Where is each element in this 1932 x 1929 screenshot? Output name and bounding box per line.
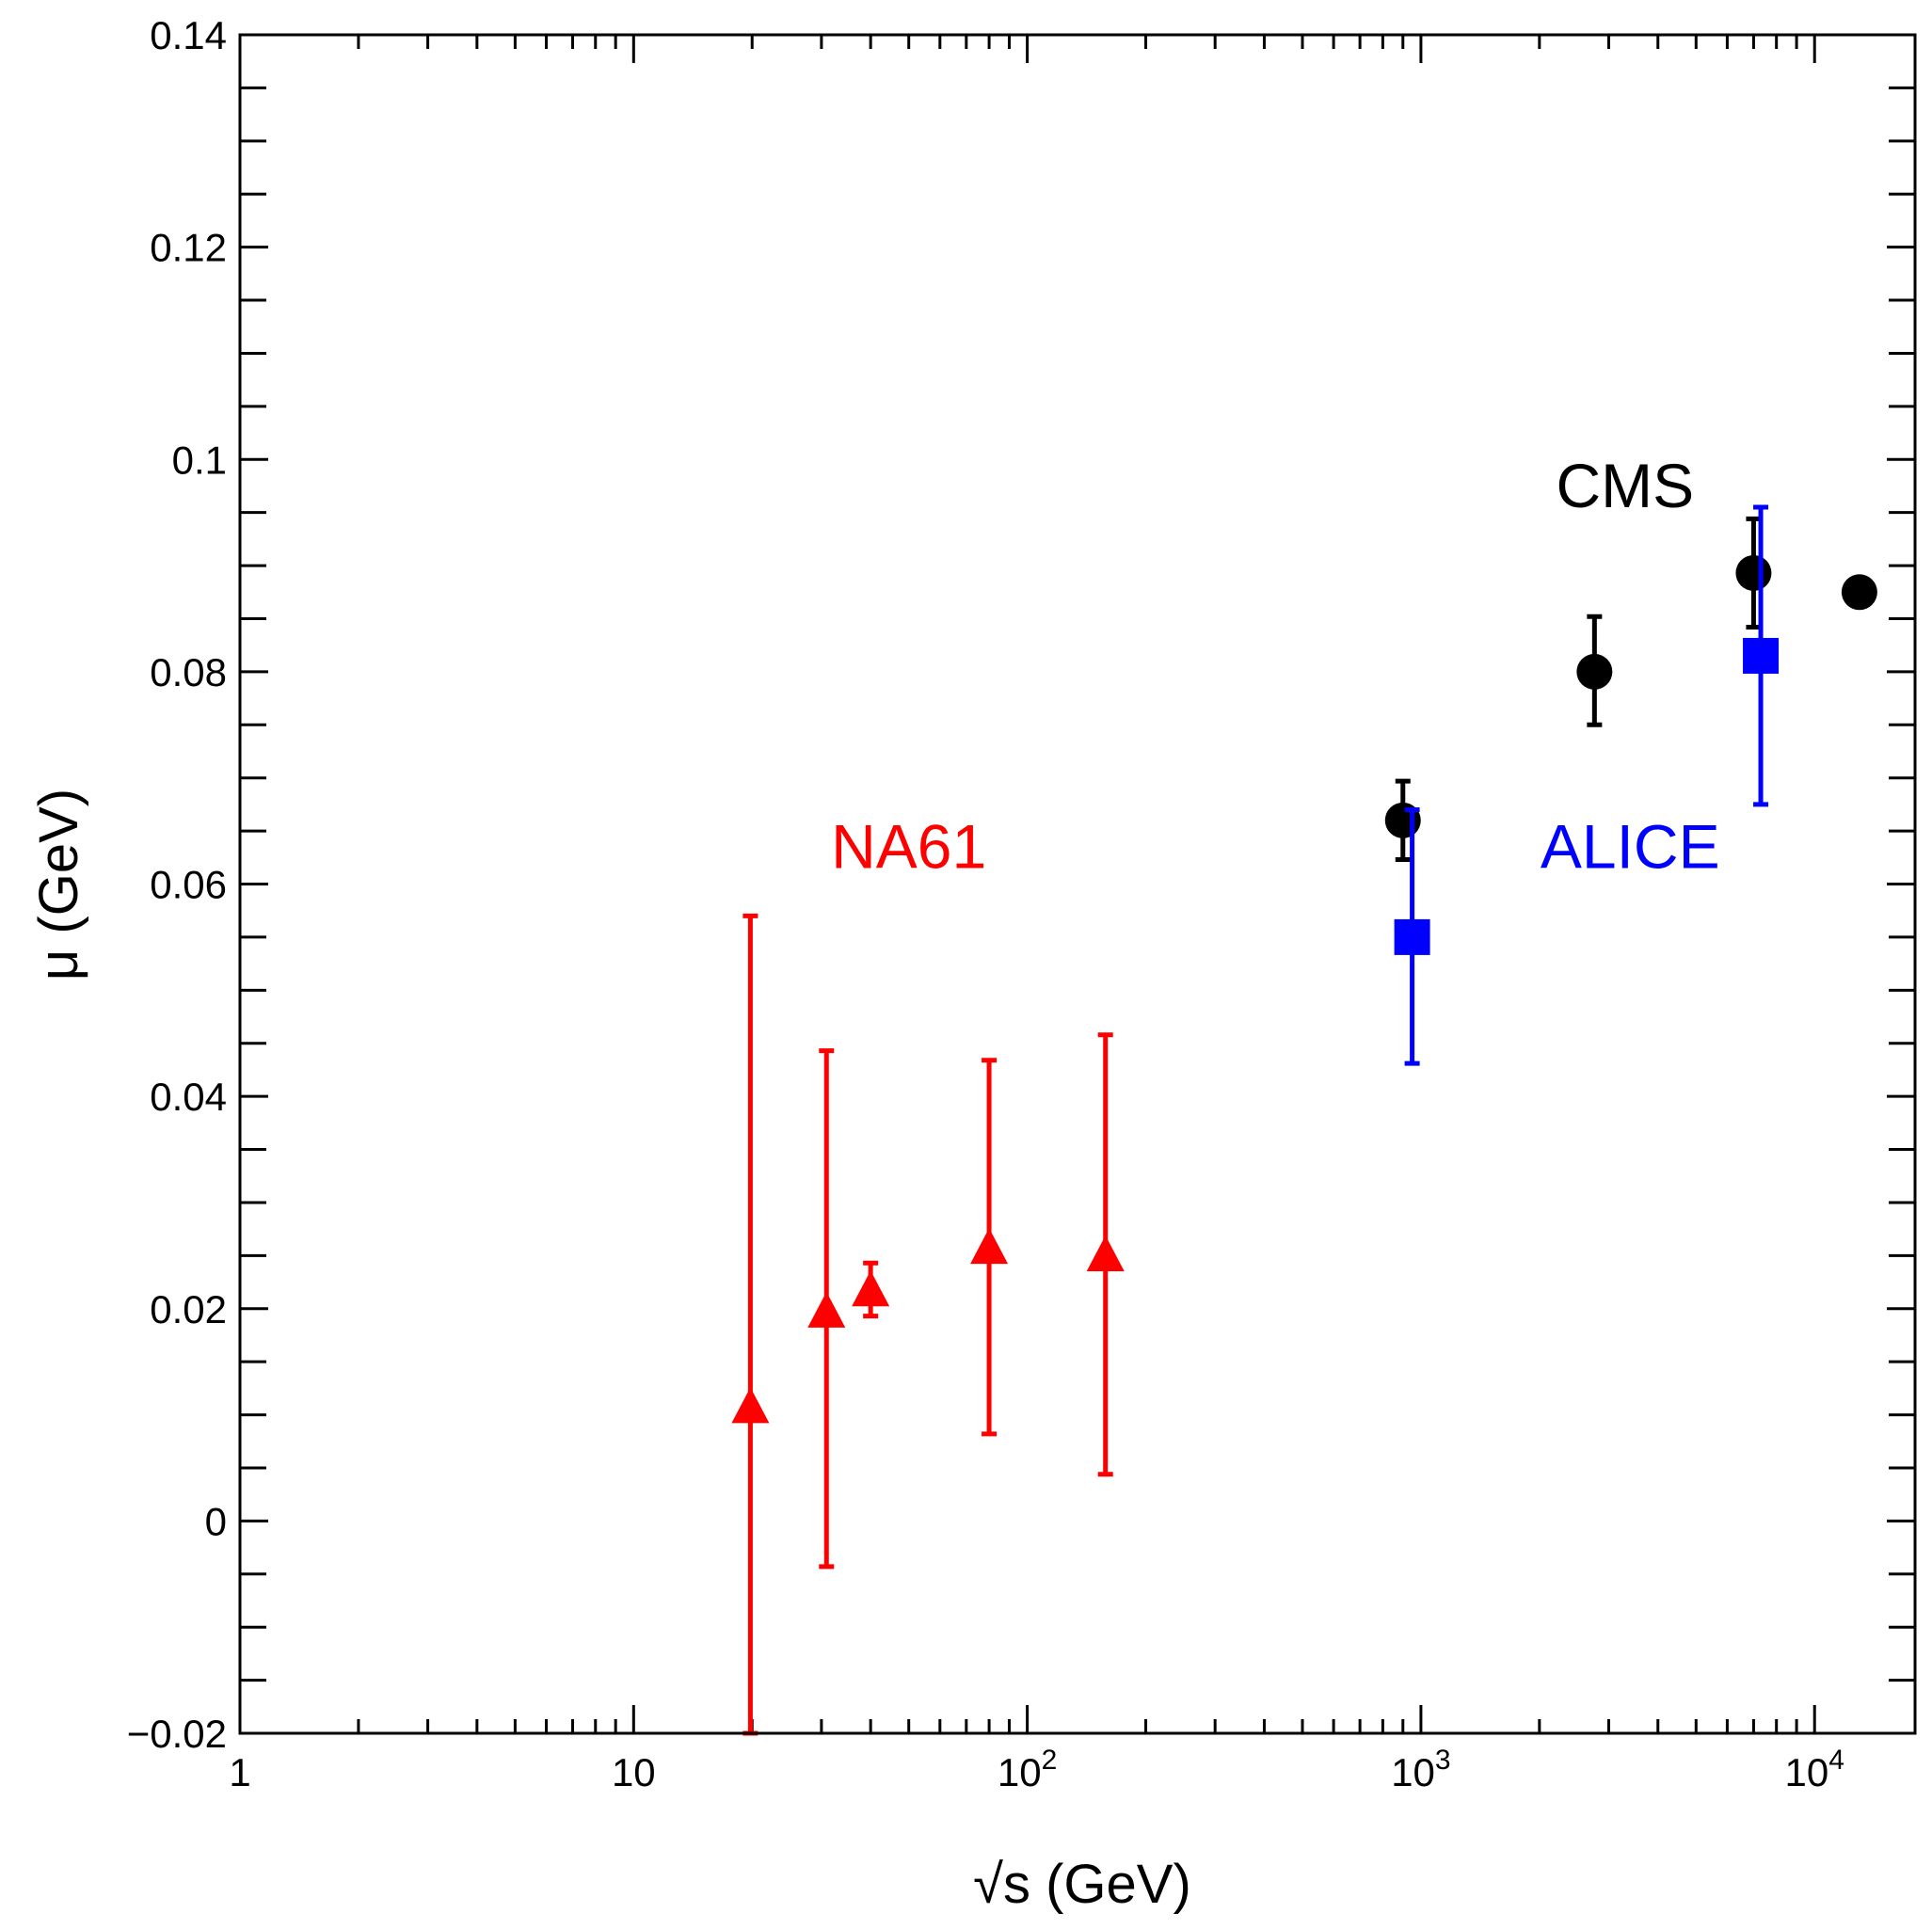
series-alice: ALICE xyxy=(1394,504,1780,1066)
x-tick-label: 10 xyxy=(612,1750,656,1794)
data-point-square xyxy=(1743,637,1780,674)
data-point-circle xyxy=(1576,653,1613,690)
series-label-alice: ALICE xyxy=(1541,812,1720,882)
data-point-triangle xyxy=(852,1270,890,1307)
data-point-triangle xyxy=(731,1387,770,1424)
y-tick-label: 0.04 xyxy=(150,1075,227,1119)
data-point-square xyxy=(1394,918,1430,955)
x-tick-label: 102 xyxy=(998,1745,1057,1794)
y-tick-label: 0.14 xyxy=(150,13,227,57)
data-point-circle xyxy=(1735,554,1772,591)
series-label-cms: CMS xyxy=(1556,451,1694,520)
y-tick-label: 0.06 xyxy=(150,863,227,907)
y-tick-label: −0.02 xyxy=(127,1712,227,1756)
y-tick-label: 0.02 xyxy=(150,1287,227,1331)
data-point-circle xyxy=(1841,574,1877,611)
x-tick-label: 1 xyxy=(229,1750,250,1794)
y-tick-label: 0 xyxy=(205,1499,227,1543)
y-tick-label: 0.1 xyxy=(172,438,227,482)
series-label-na61: NA61 xyxy=(831,812,986,882)
y-axis-title: μ (GeV) xyxy=(28,789,89,980)
y-tick-label: 0.08 xyxy=(150,650,227,694)
y-tick-label: 0.12 xyxy=(150,226,227,270)
tick-labels: 1 10 102 103 104−0.0200.020.040.060.080.10.1… xyxy=(127,13,1844,1794)
x-axis-title: √s (GeV) xyxy=(973,1854,1191,1915)
series-na61: NA61 xyxy=(731,812,1125,1736)
data-point-triangle xyxy=(1086,1236,1125,1272)
data-point-triangle xyxy=(970,1228,1009,1265)
data-point-triangle xyxy=(807,1291,846,1328)
plot-frame xyxy=(238,33,1917,1735)
data-series: NA61 CMS ALICE xyxy=(731,451,1877,1736)
